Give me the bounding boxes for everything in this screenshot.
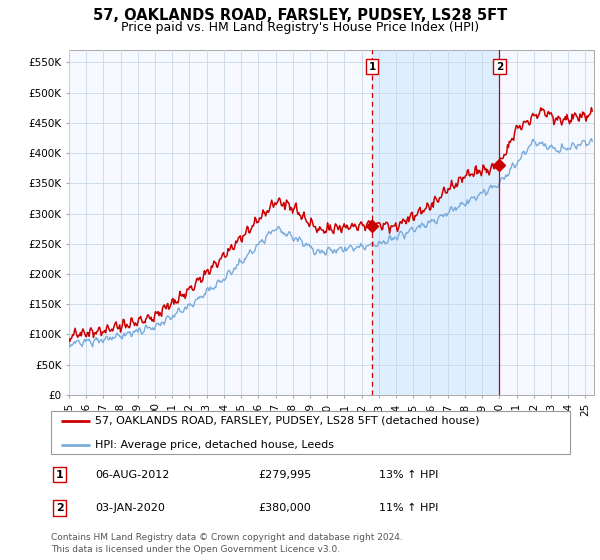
Text: 57, OAKLANDS ROAD, FARSLEY, PUDSEY, LS28 5FT (detached house): 57, OAKLANDS ROAD, FARSLEY, PUDSEY, LS28… (95, 416, 480, 426)
FancyBboxPatch shape (50, 411, 570, 454)
Text: 06-AUG-2012: 06-AUG-2012 (95, 470, 170, 479)
Text: 11% ↑ HPI: 11% ↑ HPI (379, 503, 438, 513)
Text: 2: 2 (496, 62, 503, 72)
Text: 57, OAKLANDS ROAD, FARSLEY, PUDSEY, LS28 5FT: 57, OAKLANDS ROAD, FARSLEY, PUDSEY, LS28… (93, 8, 507, 24)
Text: 2: 2 (56, 503, 64, 513)
Bar (372, 50, 499, 395)
Text: £380,000: £380,000 (258, 503, 311, 513)
Text: 1: 1 (368, 62, 376, 72)
Text: 03-JAN-2020: 03-JAN-2020 (95, 503, 165, 513)
Text: 1: 1 (56, 470, 64, 479)
Text: Contains HM Land Registry data © Crown copyright and database right 2024.
This d: Contains HM Land Registry data © Crown c… (51, 533, 403, 554)
Text: Price paid vs. HM Land Registry's House Price Index (HPI): Price paid vs. HM Land Registry's House … (121, 21, 479, 34)
Text: HPI: Average price, detached house, Leeds: HPI: Average price, detached house, Leed… (95, 440, 334, 450)
Text: £279,995: £279,995 (258, 470, 311, 479)
Text: 13% ↑ HPI: 13% ↑ HPI (379, 470, 438, 479)
